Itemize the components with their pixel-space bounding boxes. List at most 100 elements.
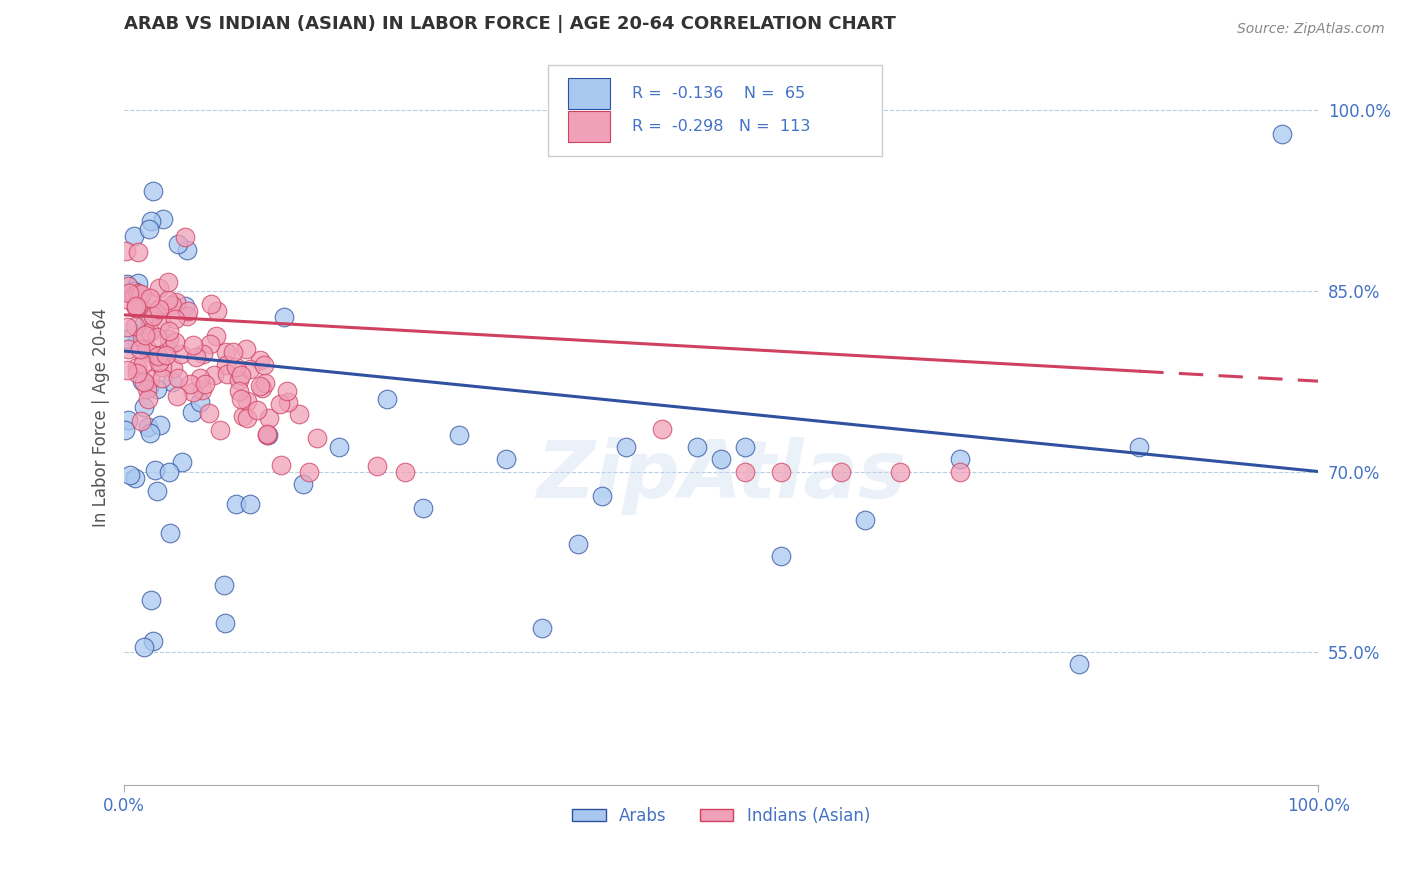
Text: R =  -0.298   N =  113: R = -0.298 N = 113 — [631, 119, 810, 134]
Point — [150, 371, 173, 385]
Point — [132, 317, 155, 331]
Point — [156, 293, 179, 307]
Point — [214, 615, 236, 630]
Point — [191, 347, 214, 361]
Point — [152, 211, 174, 226]
Point — [117, 277, 139, 291]
Y-axis label: In Labor Force | Age 20-64: In Labor Force | Age 20-64 — [93, 308, 110, 527]
Point — [139, 326, 162, 340]
Point — [249, 378, 271, 392]
Point — [162, 360, 184, 375]
Point — [710, 452, 733, 467]
Point — [165, 294, 187, 309]
Point — [375, 392, 398, 407]
Point — [118, 293, 141, 307]
Point — [222, 345, 245, 359]
Text: ARAB VS INDIAN (ASIAN) IN LABOR FORCE | AGE 20-64 CORRELATION CHART: ARAB VS INDIAN (ASIAN) IN LABOR FORCE | … — [124, 15, 896, 33]
Point — [136, 392, 159, 406]
Point — [366, 458, 388, 473]
Point — [686, 441, 709, 455]
Point — [136, 420, 159, 434]
Point — [181, 405, 204, 419]
Point — [127, 300, 149, 314]
Point — [127, 335, 149, 350]
Point — [138, 313, 160, 327]
Point — [135, 382, 157, 396]
Point — [256, 428, 278, 442]
Point — [166, 389, 188, 403]
Point — [135, 342, 157, 356]
Point — [273, 310, 295, 324]
Point — [145, 330, 167, 344]
Point — [1128, 441, 1150, 455]
Point — [567, 537, 589, 551]
Text: Source: ZipAtlas.com: Source: ZipAtlas.com — [1237, 22, 1385, 37]
Point — [853, 513, 876, 527]
Point — [139, 295, 162, 310]
Point — [131, 375, 153, 389]
Point — [127, 360, 149, 375]
Point — [129, 414, 152, 428]
Point — [394, 465, 416, 479]
Point — [114, 244, 136, 258]
Point — [118, 285, 141, 300]
Point — [169, 346, 191, 360]
Point — [139, 372, 162, 386]
Point — [305, 431, 328, 445]
Point — [232, 409, 254, 424]
Point — [224, 360, 246, 375]
Bar — [568, 111, 610, 142]
Point — [167, 370, 190, 384]
Point — [173, 230, 195, 244]
Point — [172, 455, 194, 469]
Point — [231, 368, 253, 383]
Point — [138, 222, 160, 236]
Point — [1271, 127, 1294, 141]
Point — [131, 330, 153, 344]
Point — [148, 355, 170, 369]
Point — [138, 379, 160, 393]
Point — [134, 328, 156, 343]
Point — [138, 324, 160, 338]
Point — [124, 288, 146, 302]
Point — [412, 500, 434, 515]
Point — [531, 621, 554, 635]
Point — [142, 310, 165, 324]
Point — [181, 384, 204, 399]
Point — [122, 285, 145, 299]
Point — [246, 402, 269, 417]
Point — [236, 411, 259, 425]
Text: R =  -0.136    N =  65: R = -0.136 N = 65 — [631, 86, 804, 101]
Point — [125, 301, 148, 316]
Point — [157, 465, 180, 479]
Point — [125, 299, 148, 313]
Point — [239, 361, 262, 376]
Point — [129, 287, 152, 301]
Point — [165, 312, 187, 326]
Point — [149, 418, 172, 433]
Point — [270, 458, 292, 472]
Point — [214, 578, 236, 592]
Point — [162, 297, 184, 311]
Point — [124, 471, 146, 485]
Point — [115, 319, 138, 334]
Point — [148, 302, 170, 317]
Point — [591, 489, 613, 503]
Point — [235, 343, 257, 357]
Point — [447, 428, 470, 442]
Point — [142, 634, 165, 648]
Point — [127, 276, 149, 290]
Point — [141, 308, 163, 322]
Point — [157, 332, 180, 346]
Point — [155, 348, 177, 362]
Point — [122, 228, 145, 243]
Point — [205, 304, 228, 318]
Point — [250, 381, 273, 395]
Point — [734, 441, 756, 455]
Point — [228, 373, 250, 387]
Point — [277, 395, 299, 409]
Point — [174, 299, 197, 313]
Point — [120, 468, 142, 483]
Legend: Arabs, Indians (Asian): Arabs, Indians (Asian) — [565, 800, 877, 831]
Point — [186, 350, 208, 364]
